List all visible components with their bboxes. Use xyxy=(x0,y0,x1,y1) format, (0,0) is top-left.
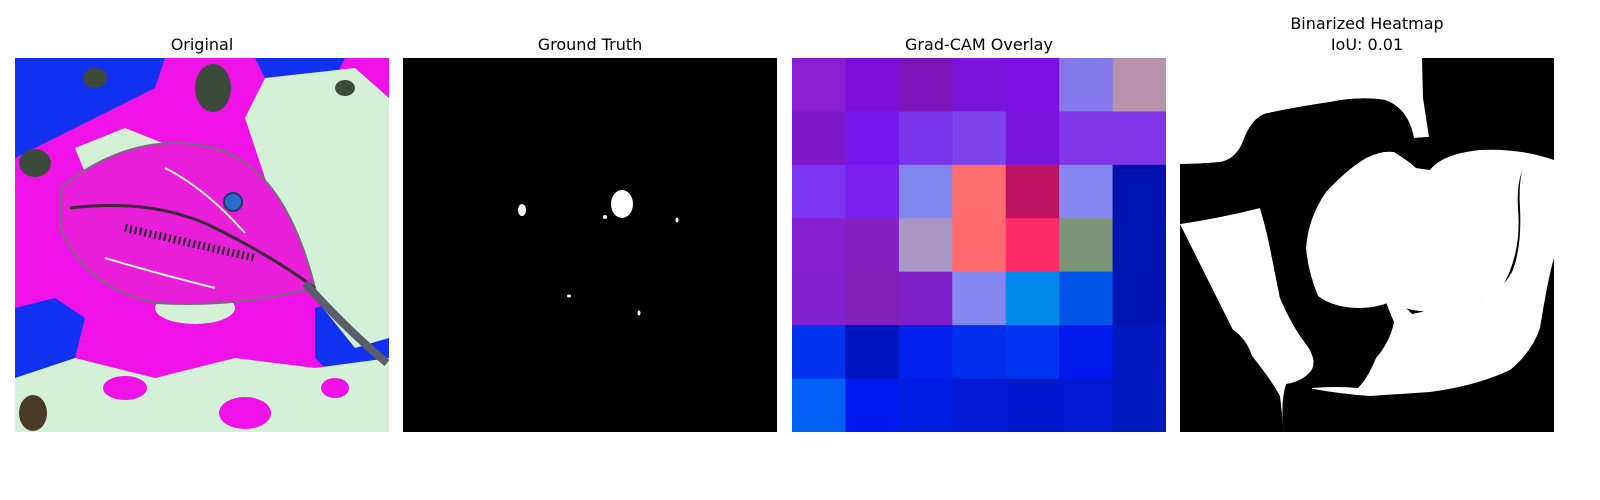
ground-truth-title: Ground Truth xyxy=(403,34,777,55)
gradcam-cell xyxy=(899,111,953,165)
gradcam-overlay xyxy=(792,58,1166,432)
gradcam-cell xyxy=(1113,218,1166,272)
ground-truth-mask xyxy=(403,58,777,432)
original-title: Original xyxy=(15,34,389,55)
gradcam-cell xyxy=(792,58,846,112)
gradcam-cell xyxy=(792,111,846,165)
original-image xyxy=(15,58,389,432)
gradcam-cell xyxy=(899,272,953,326)
binarized-title: Binarized Heatmap IoU: 0.01 xyxy=(1180,13,1554,55)
gradcam-title: Grad-CAM Overlay xyxy=(792,34,1166,55)
gradcam-cell xyxy=(899,218,953,272)
gradcam-cell xyxy=(952,218,1006,272)
gradcam-cell xyxy=(1006,111,1060,165)
gradcam-cell xyxy=(952,111,1006,165)
gradcam-cell xyxy=(1059,272,1113,326)
gradcam-cell xyxy=(792,379,846,432)
gradcam-cell xyxy=(899,58,953,112)
gradcam-cell xyxy=(952,272,1006,326)
gradcam-cell xyxy=(1006,379,1060,432)
gradcam-cell xyxy=(1006,165,1060,219)
gradcam-cell xyxy=(952,58,1006,112)
gradcam-cell xyxy=(792,325,846,379)
gradcam-cell xyxy=(1113,165,1166,219)
gradcam-cell xyxy=(1059,379,1113,432)
gradcam-cell xyxy=(845,218,899,272)
gradcam-cell xyxy=(1113,58,1166,112)
iou-label: IoU: 0.01 xyxy=(1180,34,1554,55)
gradcam-cell xyxy=(845,272,899,326)
gradcam-cell xyxy=(899,379,953,432)
gradcam-cell xyxy=(845,165,899,219)
gradcam-cell xyxy=(1113,111,1166,165)
binarized-title-line1: Binarized Heatmap xyxy=(1180,13,1554,34)
gradcam-cell xyxy=(1006,325,1060,379)
gradcam-cell xyxy=(1006,58,1060,112)
gradcam-cell xyxy=(1059,325,1113,379)
gradcam-cell xyxy=(899,325,953,379)
gradcam-cell xyxy=(792,272,846,326)
gradcam-cell xyxy=(1059,218,1113,272)
gradcam-cell xyxy=(952,165,1006,219)
gradcam-cell xyxy=(792,218,846,272)
gradcam-cell xyxy=(899,165,953,219)
gradcam-cell xyxy=(952,379,1006,432)
binarized-heatmap xyxy=(1180,58,1554,432)
gradcam-cell xyxy=(1113,379,1166,432)
gradcam-cell xyxy=(1059,58,1113,112)
gradcam-cell xyxy=(1006,218,1060,272)
gradcam-cell xyxy=(1113,272,1166,326)
gradcam-cell xyxy=(1059,165,1113,219)
gradcam-cell xyxy=(1006,272,1060,326)
gradcam-cell xyxy=(845,379,899,432)
gradcam-cell xyxy=(1113,325,1166,379)
gradcam-cell xyxy=(792,165,846,219)
gradcam-cell xyxy=(845,111,899,165)
gradcam-cell xyxy=(845,325,899,379)
gradcam-cell xyxy=(952,325,1006,379)
gradcam-cell xyxy=(1059,111,1113,165)
gradcam-cell xyxy=(845,58,899,112)
